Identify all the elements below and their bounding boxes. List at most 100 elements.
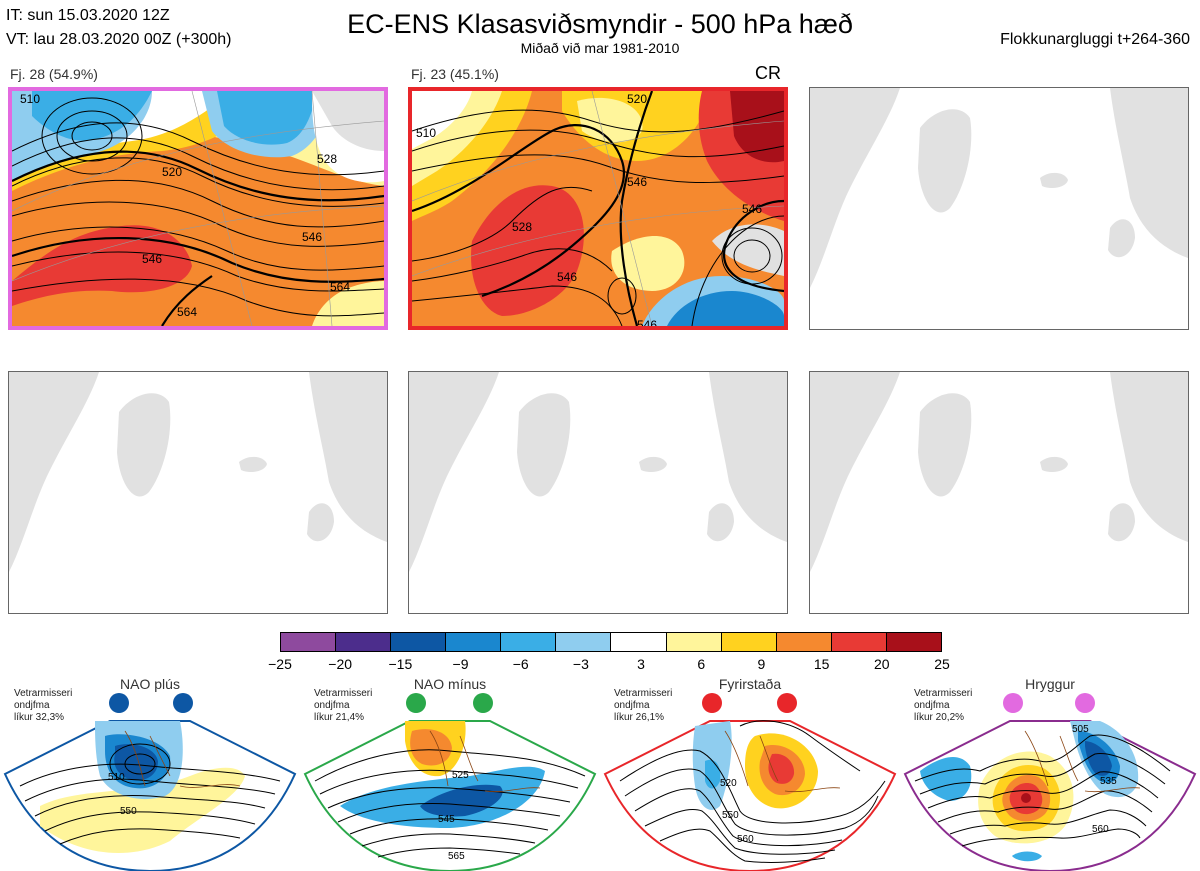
anomaly-weak-positive-centre [611,236,685,291]
contour-label: 560 [1092,824,1109,835]
classification-window: Flokkunargluggi t+264-360 [1000,31,1190,48]
contour-label: 564 [177,305,197,319]
contour-label: 510 [416,126,436,140]
colorbar-segment [886,633,941,651]
colorbar-tick-label: −20 [328,656,353,672]
regime-title: Fyrirstaða [718,676,782,692]
valid-time: VT: lau 28.03.2020 00Z (+300h) [6,31,232,48]
contour-label: 546 [742,202,762,216]
cluster-map-2: 510 520 528 546 546 546 546 [408,87,788,330]
regime-likelihood: líkur 20,2% [914,712,965,723]
chart-subtitle: Miðað við mar 1981-2010 [520,40,680,56]
contour-label: 510 [20,92,40,106]
regime-season-label: Vetrarmisseri [614,688,673,699]
regime-season-label: Vetrarmisseri [914,688,973,699]
anomaly-very-high-ne [730,91,784,163]
colorbar-tick-label: −25 [268,656,292,672]
anomaly-low-south [667,291,784,326]
regime-dot [1003,693,1023,713]
regime-dot [702,693,722,713]
regime-title: NAO mínus [413,676,487,692]
contour-label: 560 [737,834,754,845]
regime-title: NAO plús [120,676,180,692]
colorbar-tick-label: 6 [697,656,706,672]
contour-label: 535 [1100,776,1117,787]
regime-title: Hryggur [1025,676,1075,692]
colorbar-segment [776,633,832,651]
contour-label: 545 [438,814,455,825]
empty-map-panel [408,371,788,614]
cluster-2-regime-code: CR [755,63,781,83]
colorbar-tick-label: −15 [388,656,413,672]
contour-label: 505 [1072,724,1089,735]
regime-dot [406,693,426,713]
cluster-2-label: Fj. 23 (45.1%) [411,66,499,82]
contour-label: 550 [120,806,137,817]
contour-label: 550 [722,810,739,821]
colorbar-segment [611,633,667,651]
cluster-map-1-plot: 510 520 528 546 546 564 564 [12,91,384,326]
colorbar [280,632,942,652]
regime-season-months: ondjfma [314,700,350,711]
regime-map: 520 550 560 [603,693,897,871]
regime-season-months: ondjfma [914,700,950,711]
regime-panel-ridge: 505 535 560 Hryggur Vetrarmisseri ondjfm… [900,676,1200,871]
contour-label: 520 [720,778,737,789]
anomaly-high-positive [12,225,192,306]
colorbar-tick-label: 15 [813,656,830,672]
colorbar-segment [501,633,557,651]
contour-label: 525 [452,770,469,781]
empty-map-panel [809,87,1189,330]
colorbar-tick-label: −3 [572,656,589,672]
regime-panel-nao-minus: 525 545 565 NAO mínus Vetrarmisseri ondj… [300,676,600,871]
contour-label: 546 [142,252,162,266]
contour-label: 564 [330,280,350,294]
colorbar-tick-label: −6 [512,656,529,672]
regime-season-months: ondjfma [14,700,50,711]
regime-season: Vetrarmisseri ondjfma líkur 21,4% [314,688,372,724]
anomaly-neutral [412,91,472,149]
anomaly-low-east [217,91,317,145]
contour-label: 528 [317,152,337,166]
colorbar-tick-label: 25 [934,656,950,672]
colorbar-tick-label: 3 [637,656,645,672]
regime-panel-blocking: 520 550 560 Fyrirstaða Vetrarmisseri ond… [600,676,900,871]
regime-dot [173,693,193,713]
empty-map-land [810,88,1188,288]
regime-season-months: ondjfma [614,700,650,711]
regime-season: Vetrarmisseri ondjfma líkur 26,1% [614,688,672,724]
colorbar-segment [666,633,722,651]
contour-label: 528 [512,220,532,234]
regime-season-label: Vetrarmisseri [314,688,373,699]
empty-map-land [810,372,1188,572]
empty-map-panel [809,371,1189,614]
cluster-map-1: 510 520 528 546 546 564 564 [8,87,388,330]
regime-map: 510 550 [3,693,297,871]
regime-likelihood: líkur 26,1% [614,712,665,723]
anomaly-low-iceland [32,91,152,141]
colorbar-segment [281,633,337,651]
regime-likelihood: líkur 21,4% [314,712,365,723]
contour-label: 546 [627,175,647,189]
initial-time: IT: sun 15.03.2020 12Z [6,7,170,24]
contour-label: 520 [627,92,647,106]
colorbar-segment [556,633,612,651]
contour-label: 520 [162,165,182,179]
colorbar-segment [831,633,887,651]
colorbar-segment [336,633,392,651]
land-scandinavia [312,91,384,151]
anomaly-weak-positive-north [577,97,643,143]
colorbar-tick-label: 20 [874,656,890,672]
chart-title: EC-ENS Klasasviðsmyndir - 500 hPa hæð [347,9,853,39]
anomaly-high-positive-west [471,185,584,316]
empty-map-land [9,372,387,572]
colorbar-tick-label: −9 [452,656,469,672]
colorbar-segment [446,633,502,651]
colorbar-segment [391,633,447,651]
regime-dot [473,693,493,713]
regime-map: 505 535 560 [903,693,1197,871]
regime-likelihood: líkur 32,3% [14,712,65,723]
regime-season: Vetrarmisseri ondjfma líkur 32,3% [14,688,72,724]
regime-season-label: Vetrarmisseri [14,688,73,699]
regime-dot [109,693,129,713]
